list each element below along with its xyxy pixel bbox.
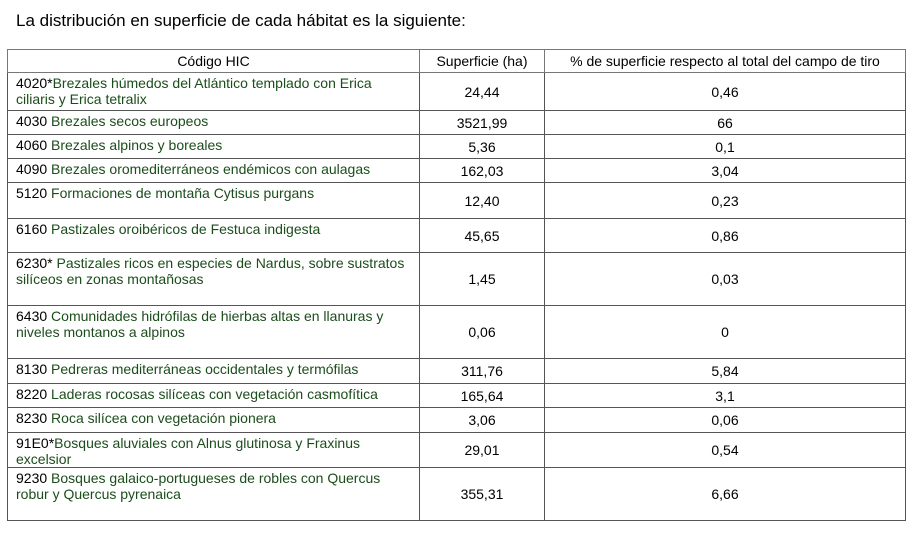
table-row: 8230 Roca silícea con vegetación pionera… [7,407,906,433]
habitat-cell: 91E0*Bosques aluviales con Alnus glutino… [7,432,420,468]
table-row: 9230 Bosques galaico-portugueses de robl… [7,467,906,521]
habitat-code: 5120 [16,185,52,201]
habitat-code: 4090 [16,161,52,177]
percent-cell: 0,86 [544,218,906,253]
habitat-cell: 6230* Pastizales ricos en especies de Na… [7,252,420,306]
surface-cell: 165,64 [419,383,545,408]
habitat-description: Pastizales oroibéricos de Festuca indige… [51,221,321,237]
table-row: 91E0*Bosques aluviales con Alnus glutino… [7,432,906,468]
habitat-description: Brezales secos europeos [51,113,209,129]
table-row: 8130 Pedreras mediterráneas occidentales… [7,358,906,384]
table-row: 5120 Formaciones de montaña Cytisus purg… [7,182,906,219]
surface-cell: 29,01 [419,432,545,468]
habitat-code: 6230* [16,255,57,271]
habitat-cell: 6430 Comunidades hidrófilas de hierbas a… [7,305,420,359]
table-row: 4060 Brezales alpinos y boreales 5,36 0,… [7,134,906,159]
habitat-description: Roca silícea con vegetación pionera [51,410,276,426]
habitat-code: 8130 [16,361,52,377]
surface-cell: 24,44 [419,72,545,111]
habitat-description: Laderas rocosas silíceas con vegetación … [51,386,378,402]
surface-cell: 3521,99 [419,110,545,135]
intro-text: La distribución en superficie de cada há… [16,11,466,30]
table-row: 6160 Pastizales oroibéricos de Festuca i… [7,218,906,253]
habitat-description: Pedreras mediterráneas occidentales y te… [51,361,359,377]
habitat-code: 8220 [16,386,52,402]
table-row: 6230* Pastizales ricos en especies de Na… [7,252,906,306]
table-row: 8220 Laderas rocosas silíceas con vegeta… [7,383,906,408]
percent-cell: 3,04 [544,158,906,183]
table-row: 6430 Comunidades hidrófilas de hierbas a… [7,305,906,359]
percent-cell: 6,66 [544,467,906,521]
percent-cell: 0,54 [544,432,906,468]
habitat-code: 6430 [16,308,52,324]
habitat-cell: 6160 Pastizales oroibéricos de Festuca i… [7,218,420,253]
surface-cell: 5,36 [419,134,545,159]
habitat-code: 8230 [16,410,52,426]
habitat-description: Formaciones de montaña Cytisus purgans [51,185,315,201]
habitat-description: Comunidades hidrófilas de hierbas altas … [16,308,384,340]
header-superficie: Superficie (ha) [419,49,545,73]
surface-cell: 45,65 [419,218,545,253]
header-codigo-hic: Código HIC [7,49,420,73]
habitat-cell: 5120 Formaciones de montaña Cytisus purg… [7,182,420,219]
percent-cell: 0,1 [544,134,906,159]
habitat-description: Brezales alpinos y boreales [51,137,223,153]
habitat-description: Pastizales ricos en especies de Nardus, … [16,255,405,287]
habitat-description: Bosques galaico-portugueses de robles co… [16,470,381,502]
surface-cell: 162,03 [419,158,545,183]
habitat-code: 91E0* [16,435,55,451]
percent-cell: 0,23 [544,182,906,219]
percent-cell: 5,84 [544,358,906,384]
header-porcentaje: % de superficie respecto al total del ca… [544,49,906,73]
habitat-cell: 9230 Bosques galaico-portugueses de robl… [7,467,420,521]
habitat-code: 6160 [16,221,52,237]
habitat-description: Bosques aluviales con Alnus glutinosa y … [16,435,360,467]
percent-cell: 0,46 [544,72,906,111]
surface-cell: 311,76 [419,358,545,384]
habitat-table: Código HIC Superficie (ha) % de superfic… [7,49,906,521]
surface-cell: 355,31 [419,467,545,521]
habitat-cell: 8220 Laderas rocosas silíceas con vegeta… [7,383,420,408]
habitat-code: 4020* [16,75,53,91]
habitat-code: 4030 [16,113,52,129]
table-row: 4020*Brezales húmedos del Atlántico temp… [7,72,906,111]
habitat-cell: 4060 Brezales alpinos y boreales [7,134,420,159]
surface-cell: 0,06 [419,305,545,359]
percent-cell: 66 [544,110,906,135]
table-row: 4090 Brezales oromediterráneos endémicos… [7,158,906,183]
table-header-row: Código HIC Superficie (ha) % de superfic… [7,49,906,73]
habitat-cell: 4030 Brezales secos europeos [7,110,420,135]
habitat-cell: 4090 Brezales oromediterráneos endémicos… [7,158,420,183]
habitat-cell: 4020*Brezales húmedos del Atlántico temp… [7,72,420,111]
habitat-cell: 8230 Roca silícea con vegetación pionera [7,407,420,433]
percent-cell: 0,03 [544,252,906,306]
surface-cell: 3,06 [419,407,545,433]
table-row: 4030 Brezales secos europeos 3521,99 66 [7,110,906,135]
habitat-code: 9230 [16,470,52,486]
percent-cell: 0 [544,305,906,359]
surface-cell: 12,40 [419,182,545,219]
habitat-cell: 8130 Pedreras mediterráneas occidentales… [7,358,420,384]
surface-cell: 1,45 [419,252,545,306]
habitat-description: Brezales húmedos del Atlántico templado … [16,75,372,107]
percent-cell: 0,06 [544,407,906,433]
habitat-description: Brezales oromediterráneos endémicos con … [51,161,371,177]
habitat-code: 4060 [16,137,52,153]
percent-cell: 3,1 [544,383,906,408]
